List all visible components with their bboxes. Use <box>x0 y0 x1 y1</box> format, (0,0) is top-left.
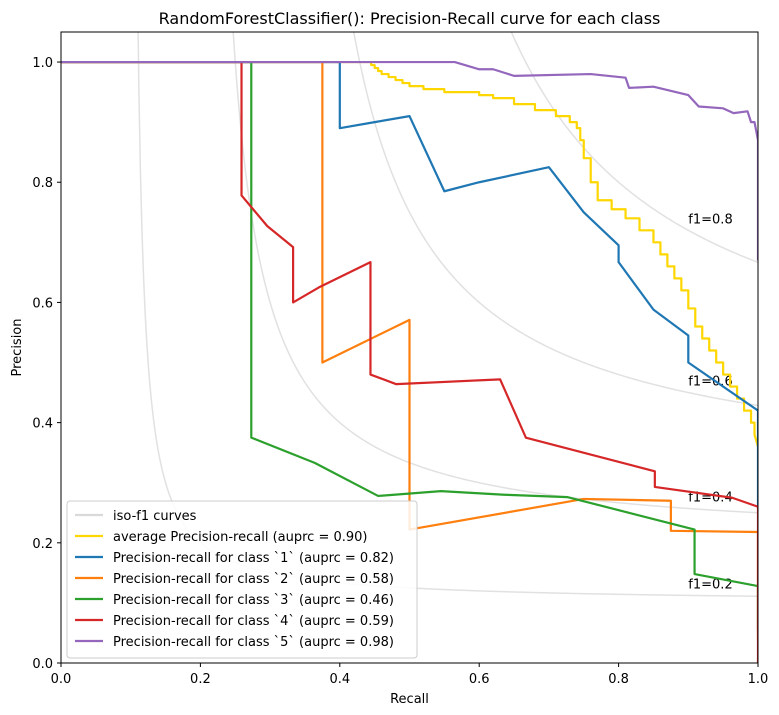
axis-ticks: 0.0 0.2 0.4 0.6 0.8 1.0 0.0 0.2 0.4 0.6 0.8 1.0 <box>32 56 768 687</box>
x-tick-label: 0.2 <box>190 672 211 687</box>
legend-label: Precision-recall for class `2` (auprc = … <box>113 572 394 587</box>
y-tick-label: 0.8 <box>32 176 53 191</box>
legend-label: iso-f1 curves <box>113 509 197 524</box>
x-tick-label: 0.0 <box>51 672 72 687</box>
legend-label: Precision-recall for class `3` (auprc = … <box>113 593 394 608</box>
legend-label: Precision-recall for class `5` (auprc = … <box>113 635 394 650</box>
series-line <box>61 60 758 447</box>
iso-f1-curve <box>232 32 758 514</box>
series-line <box>61 60 758 261</box>
series-lines <box>61 60 758 663</box>
y-tick-label: 0.2 <box>32 537 53 552</box>
legend-label: Precision-recall for class `4` (auprc = … <box>113 614 394 629</box>
iso-f1-curve <box>510 32 758 264</box>
plot-border <box>60 31 759 664</box>
legend-label: Precision-recall for class `1` (auprc = … <box>113 551 394 566</box>
x-tick-label: 0.6 <box>469 672 490 687</box>
y-tick-label: 0.6 <box>32 296 53 311</box>
y-axis-label: Precision <box>10 318 25 376</box>
iso-f1-label: f1=0.8 <box>688 212 732 227</box>
series-line <box>61 60 758 639</box>
y-tick-label: 0.4 <box>32 417 53 432</box>
iso-f1-label: f1=0.2 <box>688 577 732 592</box>
legend-label: average Precision-recall (auprc = 0.90) <box>113 530 367 545</box>
series-line <box>61 60 758 663</box>
series-line <box>61 60 758 630</box>
chart-title: RandomForestClassifier(): Precision-Reca… <box>159 9 661 28</box>
y-tick-label: 0.0 <box>32 657 53 672</box>
x-tick-label: 1.0 <box>748 672 769 687</box>
legend-box <box>66 500 418 659</box>
iso-f1-curve <box>352 32 758 407</box>
x-tick-label: 0.8 <box>608 672 629 687</box>
series-line <box>61 60 758 507</box>
x-tick-label: 0.4 <box>329 672 350 687</box>
x-axis-label: Recall <box>390 692 429 707</box>
legend: iso-f1 curves average Precision-recall (a… <box>66 500 418 659</box>
y-tick-label: 1.0 <box>32 56 53 71</box>
